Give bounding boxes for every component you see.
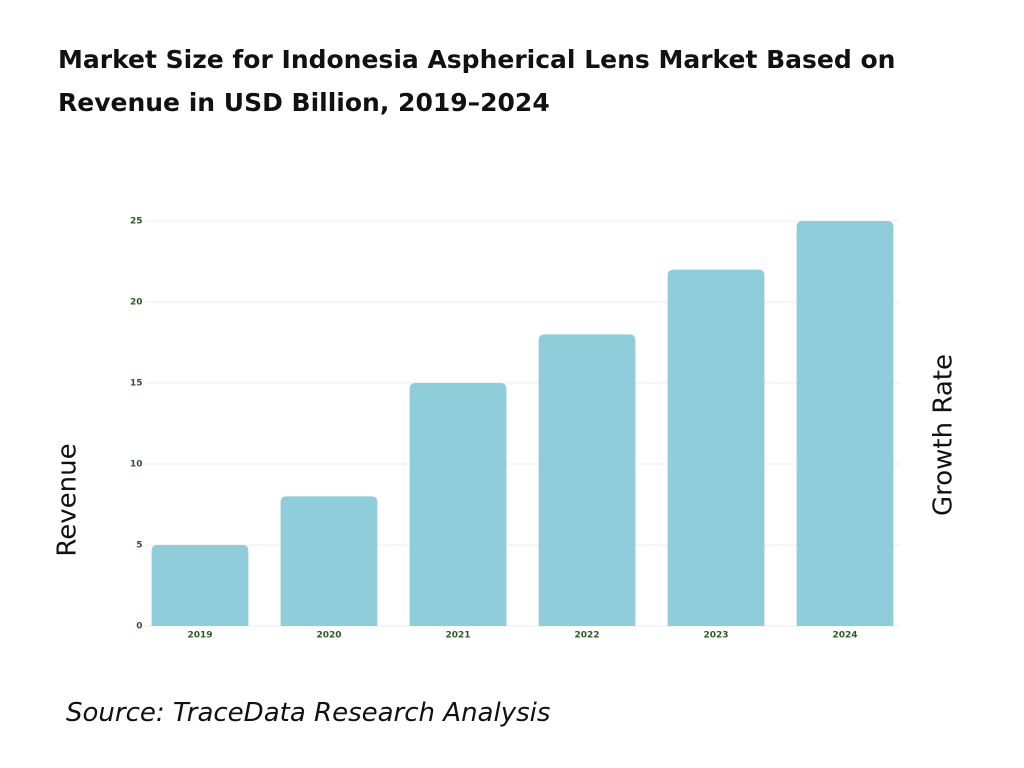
x-tick-label: 2022: [574, 631, 599, 641]
source-note: Source: TraceData Research Analysis: [66, 698, 551, 728]
y-tick-label: 15: [130, 379, 143, 389]
bar: [409, 383, 507, 626]
x-tick-label: 2023: [703, 631, 728, 641]
bar: [667, 269, 765, 626]
y2-axis-label: Growth Rate: [929, 354, 959, 516]
y-axis-label: Revenue: [53, 443, 83, 556]
bar: [151, 545, 249, 626]
bar: [280, 496, 378, 626]
chart-title: Market Size for Indonesia Aspherical Len…: [58, 45, 896, 117]
bar: [796, 221, 894, 626]
x-tick-label: 2024: [832, 631, 857, 641]
y-tick-label: 20: [130, 298, 143, 308]
x-tick-label: 2019: [187, 631, 212, 641]
y-tick-label: 0: [136, 622, 142, 632]
x-tick-label: 2020: [316, 631, 341, 641]
y-tick-label: 10: [130, 460, 143, 470]
y-tick-label: 25: [130, 217, 143, 227]
chart: Revenue Growth Rate 0 5 10 15 20 25 2019 2020 20…: [53, 217, 959, 641]
y-tick-label: 5: [136, 541, 142, 551]
bar: [538, 334, 636, 626]
x-tick-label: 2021: [445, 631, 470, 641]
